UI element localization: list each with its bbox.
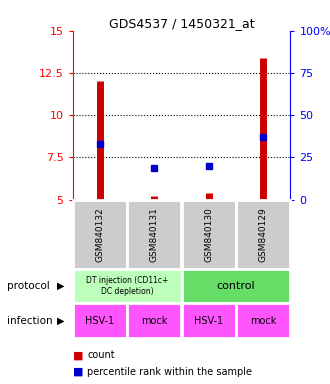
Bar xyxy=(182,303,236,338)
Bar xyxy=(182,200,236,269)
Bar xyxy=(127,303,182,338)
Title: GDS4537 / 1450321_at: GDS4537 / 1450321_at xyxy=(109,17,254,30)
Text: control: control xyxy=(216,281,255,291)
Bar xyxy=(236,303,290,338)
Bar xyxy=(73,200,127,269)
Text: ▶: ▶ xyxy=(57,316,65,326)
Bar xyxy=(127,200,182,269)
Text: infection: infection xyxy=(7,316,52,326)
Text: mock: mock xyxy=(250,316,276,326)
Text: GSM840132: GSM840132 xyxy=(95,207,104,262)
Bar xyxy=(73,303,127,338)
Text: percentile rank within the sample: percentile rank within the sample xyxy=(87,367,252,377)
Text: DT injection (CD11c+
DC depletion): DT injection (CD11c+ DC depletion) xyxy=(86,276,168,296)
Text: ■: ■ xyxy=(73,367,83,377)
Bar xyxy=(73,269,182,303)
Text: count: count xyxy=(87,350,115,360)
Text: GSM840129: GSM840129 xyxy=(259,207,268,262)
Text: HSV-1: HSV-1 xyxy=(194,316,223,326)
Text: ■: ■ xyxy=(73,350,83,360)
Text: ▶: ▶ xyxy=(57,281,65,291)
Text: protocol: protocol xyxy=(7,281,50,291)
Text: mock: mock xyxy=(141,316,167,326)
Bar xyxy=(182,269,290,303)
Bar xyxy=(236,200,290,269)
Text: GSM840131: GSM840131 xyxy=(150,207,159,262)
Text: GSM840130: GSM840130 xyxy=(204,207,213,262)
Text: HSV-1: HSV-1 xyxy=(85,316,115,326)
